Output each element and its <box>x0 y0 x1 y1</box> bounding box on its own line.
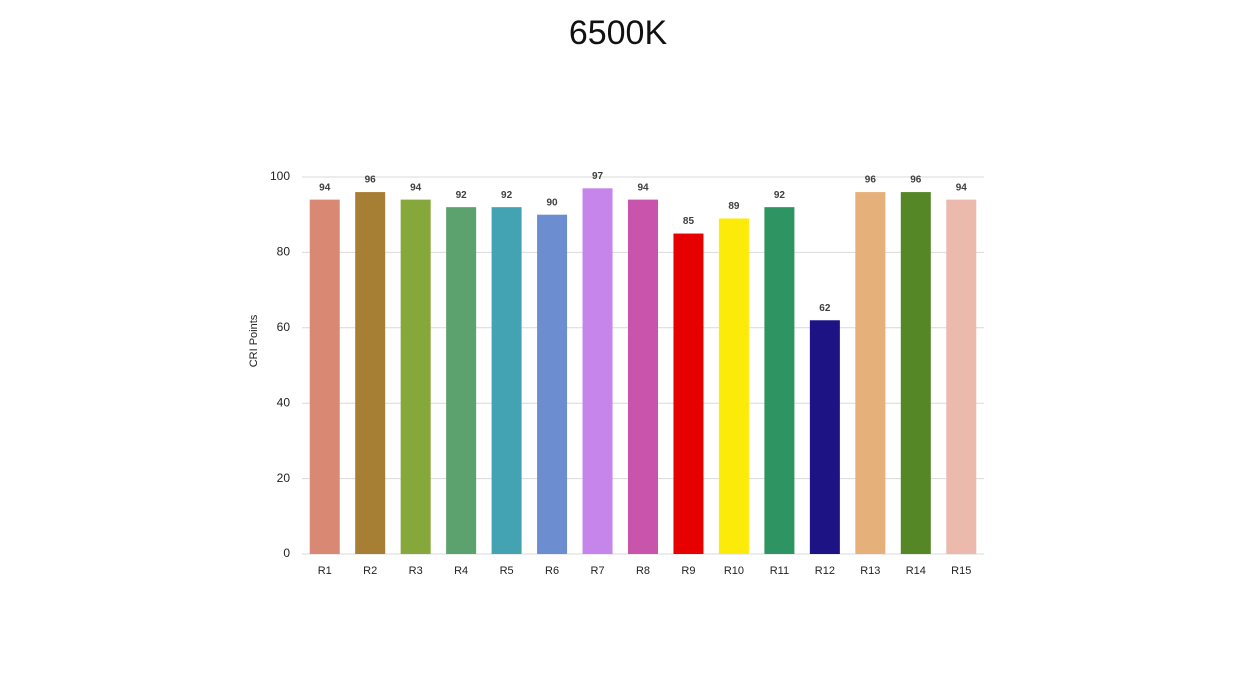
bar <box>900 192 931 554</box>
bar <box>855 192 886 554</box>
data-label: 94 <box>410 182 422 193</box>
y-tick-label: 100 <box>270 169 290 183</box>
data-label: 96 <box>910 175 922 186</box>
x-tick-label: R6 <box>545 565 559 577</box>
x-tick-label: R4 <box>454 565 468 577</box>
x-tick-label: R13 <box>860 565 880 577</box>
bar <box>309 199 340 554</box>
x-tick-label: R10 <box>724 565 744 577</box>
data-label: 96 <box>365 175 377 186</box>
bar <box>355 192 386 554</box>
bar <box>491 207 522 554</box>
data-label: 90 <box>547 197 559 208</box>
data-label: 97 <box>592 171 604 182</box>
y-tick-label: 40 <box>277 395 291 409</box>
data-label: 85 <box>683 216 695 227</box>
data-label: 92 <box>501 190 513 201</box>
x-tick-label: R14 <box>906 565 926 577</box>
bar <box>446 207 477 554</box>
x-tick-label: R11 <box>770 565 789 577</box>
data-label: 89 <box>728 201 740 212</box>
y-tick-label: 0 <box>283 546 290 560</box>
bar <box>537 214 568 554</box>
bar <box>809 320 840 554</box>
chart-title: 6500K <box>569 14 668 52</box>
bar <box>718 218 749 554</box>
y-tick-label: 60 <box>277 320 291 334</box>
x-tick-label: R3 <box>409 565 423 577</box>
x-tick-label: R12 <box>815 565 835 577</box>
y-tick-label: 80 <box>277 245 291 259</box>
bar <box>627 199 659 554</box>
y-axis-label: CRI Points <box>248 314 260 367</box>
data-label: 94 <box>319 182 331 193</box>
y-tick-label: 20 <box>277 471 291 485</box>
bar <box>673 233 704 555</box>
data-label: 94 <box>956 182 968 193</box>
data-label: 92 <box>774 190 786 201</box>
x-tick-label: R5 <box>500 565 514 577</box>
data-label: 96 <box>865 175 877 186</box>
bar <box>764 207 795 554</box>
bar <box>400 199 431 554</box>
x-tick-label: R1 <box>318 565 332 577</box>
x-tick-label: R9 <box>681 565 695 577</box>
data-label: 92 <box>456 190 468 201</box>
data-label: 94 <box>637 182 649 193</box>
x-tick-label: R8 <box>636 565 650 577</box>
bar <box>946 199 977 554</box>
x-tick-label: R2 <box>363 565 377 577</box>
x-tick-label: R7 <box>591 565 605 577</box>
bar <box>582 188 613 554</box>
x-tick-label: R15 <box>951 565 971 577</box>
data-label: 62 <box>819 303 831 314</box>
